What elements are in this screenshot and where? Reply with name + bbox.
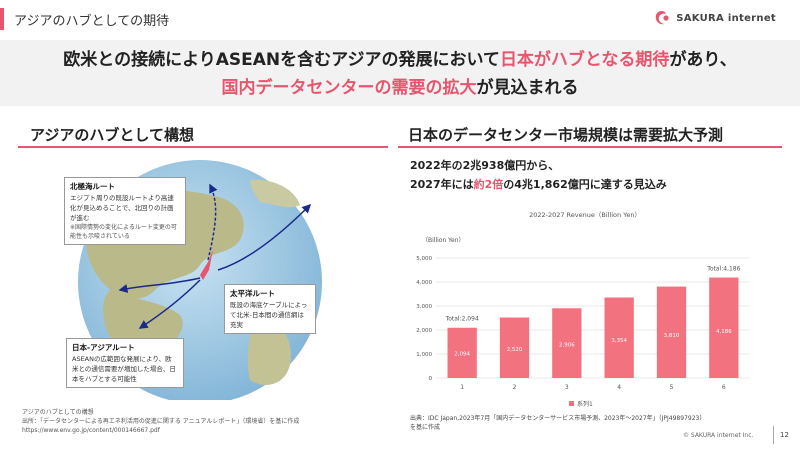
callout-title: 日本-アジアルート <box>72 343 135 352</box>
banner-line-2: 国内データセンターの需要の拡大が見込まれる <box>0 74 800 102</box>
asia-route-line-west <box>118 277 201 293</box>
left-section-title: アジアのハブとして構想 <box>30 126 194 144</box>
y-axis-label: （Billion Yen） <box>422 237 465 244</box>
header-accent-bar <box>0 8 4 30</box>
x-tick-label: 2 <box>513 384 517 391</box>
lead-highlight: 約2倍 <box>473 178 504 191</box>
arctic-landmass <box>250 179 300 208</box>
page-number: 12 <box>780 431 789 439</box>
bar <box>604 297 634 378</box>
bar <box>656 286 687 378</box>
pacific-route-line <box>217 203 312 271</box>
bar-data-label: 2,520 <box>507 347 523 353</box>
lead-text: 2027年には <box>410 178 474 191</box>
source-line: アジアのハブとしての構想 <box>22 409 94 416</box>
slide-header: アジアのハブとしての期待 SAKURA internet <box>0 0 800 38</box>
callout-note: ※国際情勢の変化によるルート変更の可能性も示唆されている <box>70 224 177 240</box>
total-annotation: Total:4,186 <box>706 266 740 273</box>
asia-route-line-south <box>138 279 201 329</box>
banner-highlight: 国内データセンターの需要の拡大 <box>221 78 477 98</box>
company-logo: SAKURA internet <box>653 9 776 27</box>
source-line: 出典：IDC Japan,2023年7月「国内データセンターサービス市場予測、2… <box>410 415 706 422</box>
callout-body: 既設の海底ケーブルによって北米-日本間の通信網は充実 <box>230 301 308 329</box>
y-tick-label: 3,000 <box>416 304 432 310</box>
x-tick-label: 5 <box>670 384 674 391</box>
footer-divider <box>773 426 774 444</box>
banner-text: 欧米との接続によりASEANを含むアジアの発展において <box>63 50 500 70</box>
callout-arctic-route: 北極海ルート エジプト周りの既設ルートより高速化が見込めることで、北回りの計画が… <box>64 177 186 245</box>
bar <box>552 308 582 378</box>
copyright: © SAKURA internet Inc. <box>683 432 754 439</box>
y-tick-label: 5,000 <box>416 256 432 262</box>
source-line: を基に作成 <box>410 424 441 431</box>
arctic-route-line <box>207 183 218 261</box>
callout-body: エジプト周りの既設ルートより高速化が見込めることで、北回りの計画が進む <box>70 194 174 222</box>
lead-line: 2027年には約2倍の4兆1,862億円に達する見込み <box>410 175 667 194</box>
bar <box>709 277 739 378</box>
revenue-bar-chart: （Billion Yen） 0 1,000 2,000 3,000 4,000 5,000 2… <box>416 237 750 408</box>
y-tick-label: 1,000 <box>416 352 432 358</box>
total-annotation: Total:2,094 <box>445 316 479 323</box>
banner-text: が見込まれる <box>476 78 579 98</box>
banner-highlight: 日本がハブとなる期待 <box>499 50 670 70</box>
callout-title: 太平洋ルート <box>230 289 275 298</box>
japan-highlight <box>200 250 213 280</box>
key-message-banner: 欧米との接続によりASEANを含むアジアの発展において日本がハブとなる期待があり… <box>0 40 800 106</box>
legend-label: 系列1 <box>577 400 593 408</box>
y-tick-label: 0 <box>429 376 433 382</box>
left-source-note: アジアのハブとしての構想 出所：「データセンターによる再エネ利活用の促進に関する… <box>22 408 299 435</box>
bar <box>447 327 477 378</box>
banner-line-1: 欧米との接続によりASEANを含むアジアの発展において日本がハブとなる期待があり… <box>0 40 800 74</box>
callout-japan-asia-route: 日本-アジアルート ASEANの広範囲な発展により、欧米との通信需要が増加した場… <box>66 338 184 388</box>
left-section-rule <box>18 146 388 148</box>
right-section-rule <box>398 146 782 148</box>
y-tick-label: 4,000 <box>416 280 432 286</box>
y-tick-label: 2,000 <box>416 328 432 334</box>
lead-line: 2022年の2兆938億円から、 <box>410 159 560 172</box>
source-link[interactable]: https://www.env.go.jp/content/000146667.… <box>22 427 160 434</box>
slide-title: アジアのハブとしての期待 <box>14 14 170 29</box>
x-tick-label: 3 <box>565 384 569 391</box>
right-source-note: 出典：IDC Japan,2023年7月「国内データセンターサービス市場予測、2… <box>410 414 705 432</box>
banner-text: があり、 <box>669 50 737 70</box>
bar-data-label: 4,186 <box>716 329 732 335</box>
bar <box>499 317 530 378</box>
right-section-title: 日本のデータセンター市場規模は需要拡大予測 <box>408 126 724 144</box>
market-lead-text: 2022年の2兆938億円から、 2027年には約2倍の4兆1,862億円に達す… <box>410 156 667 194</box>
callout-pacific-route: 太平洋ルート 既設の海底ケーブルによって北米-日本間の通信網は充実 <box>224 284 316 334</box>
callout-body: ASEANの広範囲な発展により、欧米との通信需要が増加した場合、日本をハブとする… <box>72 355 176 383</box>
sakura-logo-icon <box>655 11 669 25</box>
bar-data-label: 3,354 <box>611 338 627 344</box>
bar-data-label: 3,810 <box>664 333 680 339</box>
callout-title: 北極海ルート <box>70 182 115 191</box>
x-tick-label: 6 <box>722 384 726 391</box>
bar-data-label: 2,094 <box>454 351 470 357</box>
lead-text: の4兆1,862億円に達する見込み <box>503 178 667 191</box>
bar-data-label: 2,906 <box>559 343 575 349</box>
x-tick-label: 4 <box>617 384 621 391</box>
source-line: 出所：「データセンターによる再エネ利活用の促進に関する アニュアルレポート」（環… <box>22 418 300 425</box>
legend-swatch <box>569 401 574 406</box>
x-tick-label: 1 <box>460 384 464 391</box>
chart-title: 2022-2027 Revenue（Billion Yen） <box>529 211 641 219</box>
logo-text: SAKURA internet <box>676 12 776 24</box>
